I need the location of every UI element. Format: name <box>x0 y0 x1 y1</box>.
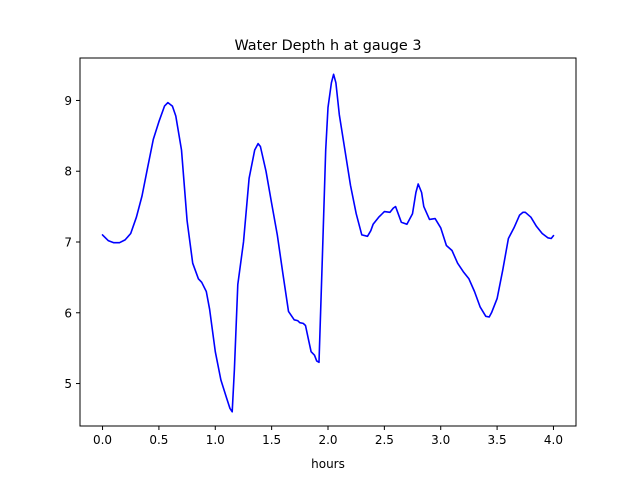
y-tick-label: 5 <box>64 377 72 391</box>
x-tick-label: 2.5 <box>375 433 394 447</box>
y-tick-label: 7 <box>64 236 72 250</box>
y-axis: 5 6 7 8 9 <box>64 94 80 391</box>
x-tick-label: 0.5 <box>149 433 168 447</box>
x-tick-label: 0.0 <box>93 433 112 447</box>
y-tick-label: 8 <box>64 165 72 179</box>
y-tick-label: 6 <box>64 306 72 320</box>
x-tick-label: 3.0 <box>431 433 450 447</box>
series-line <box>101 73 555 413</box>
chart-title: Water Depth h at gauge 3 <box>234 38 421 54</box>
x-tick-label: 1.0 <box>206 433 225 447</box>
x-tick-label: 1.5 <box>262 433 281 447</box>
x-tick-label: 2.0 <box>318 433 337 447</box>
x-axis-label: hours <box>311 457 345 471</box>
x-axis: 0.0 0.5 1.0 1.5 2.0 2.5 3.0 3.5 4.0 <box>93 426 563 447</box>
x-tick-label: 4.0 <box>544 433 563 447</box>
y-tick-label: 9 <box>64 94 72 108</box>
x-tick-label: 3.5 <box>488 433 507 447</box>
